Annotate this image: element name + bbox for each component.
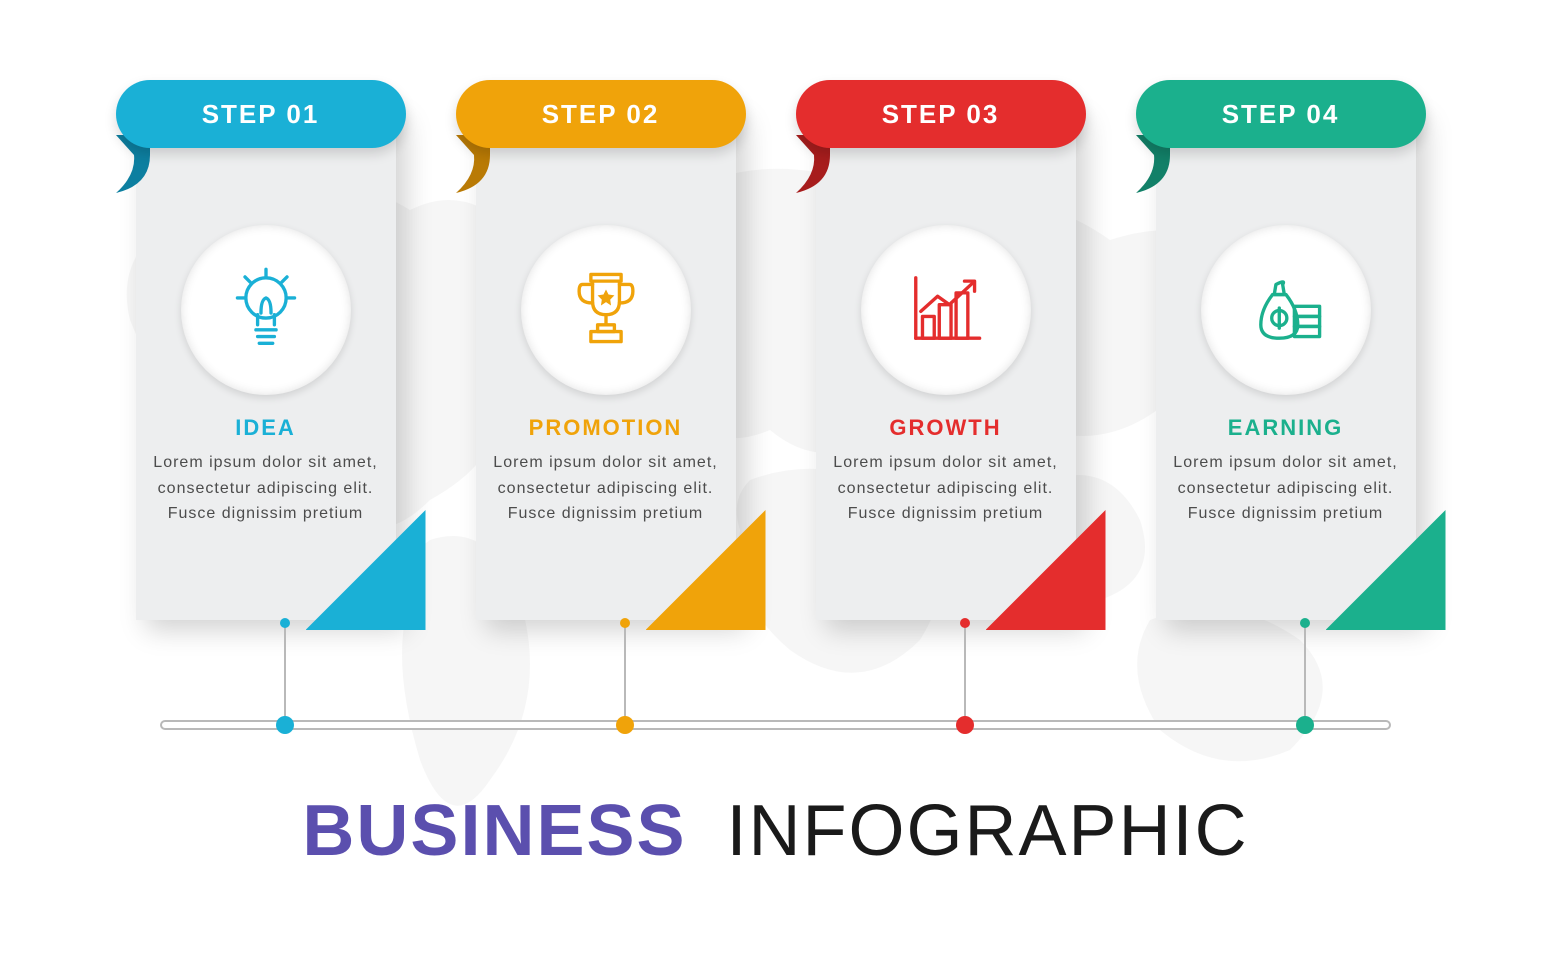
step-card-3: STEP 03 GROWTH Lorem ipsum dolor sit ame… [796, 80, 1096, 620]
connector-dot [620, 618, 630, 628]
lightbulb-icon [224, 266, 308, 355]
card-body: Lorem ipsum dolor sit amet, consectetur … [1166, 450, 1406, 527]
timeline [160, 710, 1391, 740]
connector-line [284, 620, 286, 718]
icon-circle [521, 225, 691, 395]
card-title: GROWTH [796, 415, 1096, 441]
connector-line [964, 620, 966, 718]
money-icon [1244, 266, 1328, 355]
card-title: PROMOTION [456, 415, 756, 441]
step-label: STEP 03 [882, 99, 1000, 130]
step-card-2: STEP 02 PROMOTION Lorem ipsum dolor sit … [456, 80, 756, 620]
infographic-stage: STEP 01 IDEA Lorem ipsum dolor sit amet,… [0, 0, 1551, 980]
trophy-icon [564, 266, 648, 355]
icon-circle [1201, 225, 1371, 395]
connector-dot [1300, 618, 1310, 628]
timeline-bar [160, 720, 1391, 730]
timeline-dot [616, 716, 634, 734]
icon-circle [861, 225, 1031, 395]
step-ribbon: STEP 02 [456, 80, 746, 148]
card-title: EARNING [1136, 415, 1436, 441]
chart-icon [904, 266, 988, 355]
card-body: Lorem ipsum dolor sit amet, consectetur … [146, 450, 386, 527]
connector-line [1304, 620, 1306, 718]
step-label: STEP 04 [1222, 99, 1340, 130]
step-label: STEP 02 [542, 99, 660, 130]
connector-line [624, 620, 626, 718]
connector-dot [280, 618, 290, 628]
timeline-dot [276, 716, 294, 734]
icon-circle [181, 225, 351, 395]
card-body: Lorem ipsum dolor sit amet, consectetur … [826, 450, 1066, 527]
card-body: Lorem ipsum dolor sit amet, consectetur … [486, 450, 726, 527]
timeline-dot [956, 716, 974, 734]
footer-word1: BUSINESS [302, 791, 686, 871]
footer-word2: INFOGRAPHIC [727, 791, 1249, 871]
footer-title: BUSINESS INFOGRAPHIC [0, 790, 1551, 872]
step-label: STEP 01 [202, 99, 320, 130]
step-card-1: STEP 01 IDEA Lorem ipsum dolor sit amet,… [116, 80, 416, 620]
step-ribbon: STEP 04 [1136, 80, 1426, 148]
step-ribbon: STEP 01 [116, 80, 406, 148]
timeline-dot [1296, 716, 1314, 734]
step-card-4: STEP 04 EARNING Lorem ipsum dolor sit am… [1136, 80, 1436, 620]
card-title: IDEA [116, 415, 416, 441]
connector-dot [960, 618, 970, 628]
step-ribbon: STEP 03 [796, 80, 1086, 148]
cards-row: STEP 01 IDEA Lorem ipsum dolor sit amet,… [0, 80, 1551, 700]
